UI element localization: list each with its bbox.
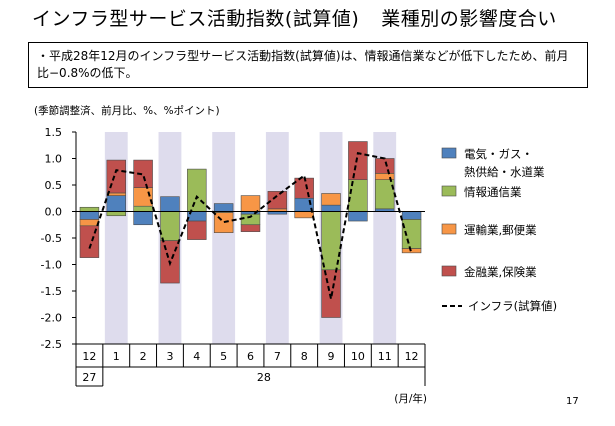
legend-label: 金融業,保険業 xyxy=(464,265,537,279)
x-tick-label: 8 xyxy=(301,350,308,363)
x-tick-label: 11 xyxy=(378,350,392,363)
y-tick-label: -1.5 xyxy=(41,285,62,298)
bar-segment xyxy=(79,225,100,258)
bar-segment xyxy=(375,179,395,210)
x-tick-label: 5 xyxy=(220,350,227,363)
y-tick-label: -0.5 xyxy=(41,232,62,245)
legend-label: 運輸業,郵便業 xyxy=(464,223,537,237)
title-subtitle: 業種別の影響度合い xyxy=(381,8,557,30)
x-tick-label: 2 xyxy=(140,350,147,363)
y-tick-label: 1.5 xyxy=(45,126,63,139)
bar-segment xyxy=(213,203,234,212)
y-tick-label: 0.5 xyxy=(45,179,63,192)
bar-segment xyxy=(106,195,126,212)
x-tick-label: 3 xyxy=(166,350,173,363)
legend-swatch xyxy=(441,147,457,159)
x-tick-label: 4 xyxy=(193,350,200,363)
bar-segment xyxy=(348,141,368,180)
bar-segment xyxy=(240,195,261,212)
bar-segment xyxy=(106,159,126,194)
bar-segment xyxy=(133,211,153,226)
bar-segment xyxy=(79,219,100,227)
bar-segment xyxy=(321,204,341,212)
x-tick-label: 12 xyxy=(82,350,96,363)
shaded-band xyxy=(265,132,289,344)
title-main: インフラ型サービス活動指数(試算値) xyxy=(32,8,360,30)
y-tick-label: -1.0 xyxy=(41,259,62,272)
bar-segment xyxy=(375,158,395,174)
legend-swatch xyxy=(441,265,457,277)
page-number: 17 xyxy=(566,396,579,407)
unit-label: (季節調整済、前月比、%、%ポイント) xyxy=(34,104,220,117)
bar-segment xyxy=(160,196,180,212)
legend-label: 情報通信業 xyxy=(464,185,522,199)
bar-segment xyxy=(133,159,153,188)
x-tick-label: 6 xyxy=(247,350,254,363)
bar-segment xyxy=(187,220,207,240)
bar-segment xyxy=(213,212,234,233)
y-tick-label: 0.0 xyxy=(45,206,63,219)
x-tick-label: 7 xyxy=(274,350,281,363)
bar-segment xyxy=(160,211,180,241)
legend-swatch xyxy=(441,223,457,235)
y-tick-label: 1.0 xyxy=(45,153,63,166)
series-line-infra xyxy=(88,152,413,300)
y-tick-label: -2.5 xyxy=(41,338,62,351)
x-tick-label: 12 xyxy=(405,350,419,363)
bar-segment xyxy=(79,206,100,212)
bar-segment xyxy=(267,191,288,210)
bar-segment xyxy=(106,211,126,217)
legend-label: 電気・ガス・ xyxy=(464,147,533,161)
x-tick-label: 10 xyxy=(351,350,365,363)
bar-segment xyxy=(294,211,314,219)
bar-segment xyxy=(133,205,153,212)
x-tick-label: 9 xyxy=(328,350,335,363)
bar-segment xyxy=(294,177,314,199)
year-label: 27 xyxy=(82,371,96,384)
shaded-band xyxy=(212,132,236,344)
x-tick-label: 1 xyxy=(113,350,120,363)
bar-segment xyxy=(187,168,207,212)
bar-segment xyxy=(133,187,153,207)
year-label: 28 xyxy=(257,371,271,384)
bar-segment xyxy=(321,193,341,206)
bar-segment xyxy=(348,211,368,222)
summary-box: ・平成28年12月のインフラ型サービス活動指数(試算値)は、情報通信業などが低下… xyxy=(28,42,588,88)
legend-swatch xyxy=(441,185,457,197)
bar-segment xyxy=(401,211,422,220)
bar-segment xyxy=(240,224,261,232)
legend-label: 熱供給・水道業 xyxy=(464,165,545,179)
y-tick-label: -2.0 xyxy=(41,312,62,325)
slide-title: インフラ型サービス活動指数(試算値) 業種別の影響度合い xyxy=(32,4,612,34)
bar-segment xyxy=(79,211,100,220)
x-axis-note: (月/年) xyxy=(394,392,427,405)
legend-label: インフラ(試算値) xyxy=(468,299,557,313)
bar-segment xyxy=(106,192,126,196)
